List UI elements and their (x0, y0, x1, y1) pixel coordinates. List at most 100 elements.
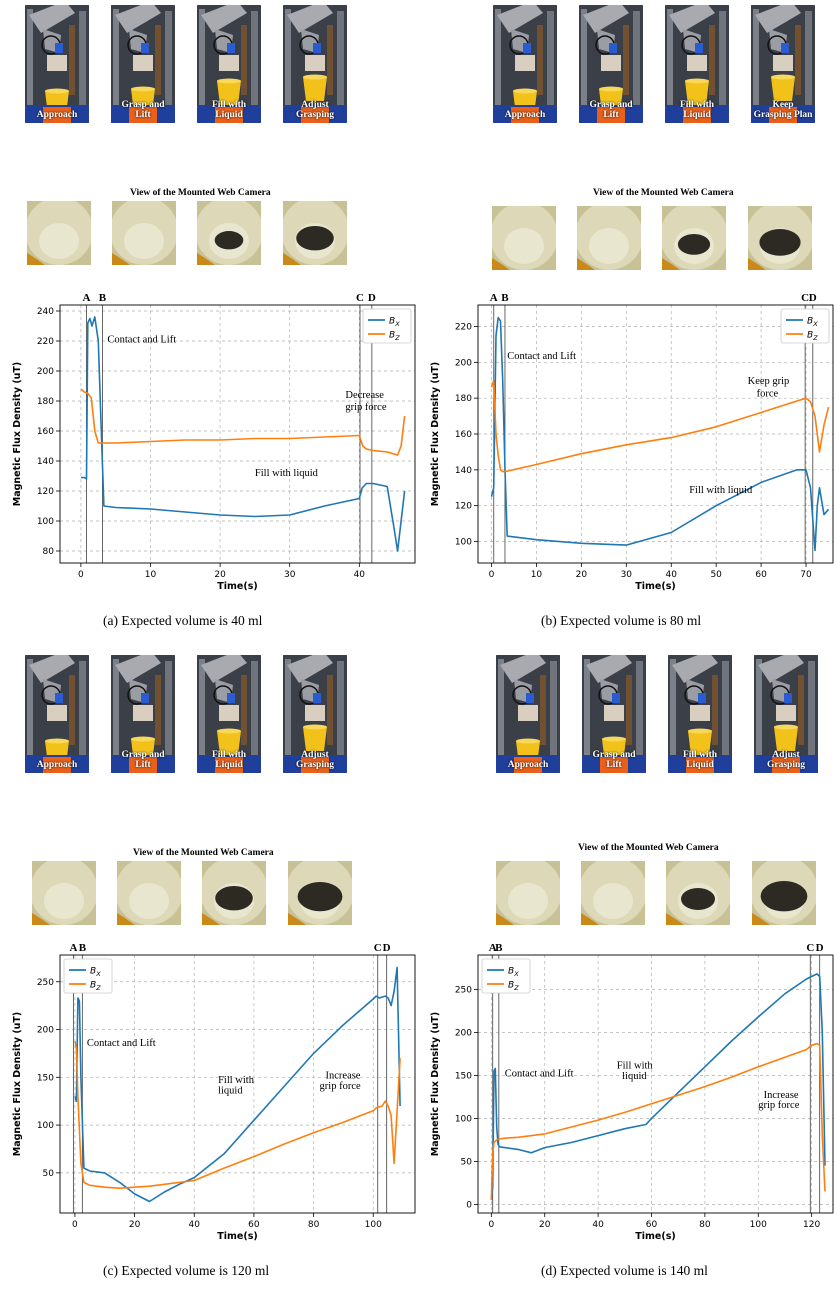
robot-photo: Adjust Grasping (283, 655, 347, 773)
x-tick-label: 100 (365, 1220, 382, 1230)
chart-a: 0 10 20 30 40 80 100 120 140 160 180 200 220 240 Time(… (0, 285, 418, 592)
robot-photos: Approach Grasp and Lift Fill with Liquid… (493, 5, 833, 130)
stage-label: Approach (36, 110, 78, 120)
axes-frame (59, 954, 416, 1214)
x-tick-label: 40 (354, 570, 366, 580)
y-axis-label: Magnetic Flux Density (uT) (430, 1012, 441, 1157)
camera-view (117, 861, 181, 925)
camera-view (752, 861, 816, 925)
event-label: A (489, 942, 497, 954)
robot-photos: Approach Grasp and Lift Fill with Liquid… (496, 655, 836, 780)
y-tick-label: 220 (455, 323, 472, 333)
legend-label: BX (90, 967, 101, 979)
stage-label: Keep Grasping Plan (753, 100, 813, 120)
camera-view (197, 201, 261, 265)
camera-view (662, 206, 726, 270)
event-label: C (356, 292, 364, 304)
stage-label: Fill with Liquid (682, 750, 718, 770)
camera-view (112, 201, 176, 265)
chart-c: 0 20 40 60 80 100 50 100 150 200 250 Time(s) Magneti… (0, 935, 418, 1242)
event-label: B (501, 292, 509, 304)
legend-box (481, 958, 531, 994)
chart-b: 0 10 20 30 40 50 60 70 100 120 140 160 180 200 220 Time… (418, 285, 836, 592)
chart-d: 0 20 40 60 80 100 120 0 50 100 150 200 250 Time(s) Mag… (418, 935, 836, 1242)
series-line (490, 379, 830, 473)
camera-view (492, 206, 556, 270)
annotation-text: Contact and Lift (507, 351, 576, 362)
x-tick-label: 80 (699, 1220, 711, 1230)
camera-view (581, 861, 645, 925)
event-label: A (82, 292, 90, 304)
stage-label: Approach (507, 760, 549, 770)
y-tick-label: 240 (37, 307, 54, 317)
legend-box (780, 308, 830, 344)
event-label: D (816, 942, 824, 954)
camera-view (288, 861, 352, 925)
camera-view (283, 201, 347, 265)
y-axis-label: Magnetic Flux Density (uT) (430, 362, 441, 507)
y-tick-label: 160 (37, 427, 54, 437)
x-axis-label: Time(s) (635, 581, 675, 592)
legend-label: BZ (389, 331, 400, 343)
y-tick-label: 150 (455, 1071, 472, 1081)
legend-label: BX (807, 317, 818, 329)
robot-photo: Grasp and Lift (111, 655, 175, 773)
stage-label: Fill with Liquid (211, 100, 247, 120)
stage-label: Fill with Liquid (679, 100, 715, 120)
y-tick-label: 180 (37, 397, 54, 407)
event-label: A (490, 292, 498, 304)
chart-svg: 0 20 40 60 80 100 120 0 50 100 150 200 250 Time(s) Mag… (430, 942, 834, 1242)
x-tick-label: 60 (248, 1220, 260, 1230)
caption-a: (a) Expected volume is 40 ml (103, 613, 263, 628)
camera-view (577, 206, 641, 270)
y-tick-label: 100 (455, 538, 472, 548)
caption-b: (b) Expected volume is 80 ml (541, 613, 702, 628)
annotation-text: Contact and Lift (505, 1068, 574, 1079)
robot-photo: Grasp and Lift (582, 655, 646, 773)
y-tick-label: 50 (461, 1157, 473, 1167)
event-label: D (809, 292, 817, 304)
y-axis-label: Magnetic Flux Density (uT) (12, 362, 23, 507)
x-tick-label: 20 (214, 570, 226, 580)
camera-view (32, 861, 96, 925)
annotation-text: force (757, 388, 779, 399)
stage-label: Grasp and Lift (592, 750, 636, 770)
legend-box (63, 958, 113, 994)
event-label: D (383, 942, 391, 954)
x-axis-label: Time(s) (217, 1231, 257, 1242)
y-tick-label: 100 (455, 1114, 472, 1124)
axes-frame (59, 304, 416, 564)
y-tick-label: 180 (455, 394, 472, 404)
robot-photo: Fill with Liquid (197, 655, 261, 773)
camera-view-title: View of the Mounted Web Camera (130, 188, 271, 198)
y-tick-label: 150 (37, 1073, 54, 1083)
x-axis-label: Time(s) (635, 1231, 675, 1242)
robot-photo: Fill with Liquid (665, 5, 729, 123)
series-line (490, 1042, 826, 1201)
x-tick-label: 40 (189, 1220, 201, 1230)
x-tick-label: 20 (129, 1220, 141, 1230)
x-tick-label: 0 (78, 570, 84, 580)
annotation-text: Fill with (617, 1061, 654, 1072)
x-tick-label: 20 (576, 570, 588, 580)
axes-frame (477, 954, 834, 1214)
series-line (80, 316, 406, 552)
event-label: D (368, 292, 376, 304)
series-line (74, 1040, 401, 1189)
legend-label: BZ (90, 981, 101, 993)
annotation-text: Decrease (345, 390, 384, 401)
camera-view-title: View of the Mounted Web Camera (593, 188, 734, 198)
x-tick-label: 0 (488, 1220, 494, 1230)
robot-photo: Grasp and Lift (111, 5, 175, 123)
camera-view (496, 861, 560, 925)
x-tick-label: 40 (592, 1220, 604, 1230)
robot-photo: Approach (496, 655, 560, 773)
event-label: C (801, 292, 809, 304)
series-line (490, 973, 826, 1201)
stage-label: Approach (36, 760, 78, 770)
annotation-text: grip force (758, 1100, 799, 1111)
robot-photo: Approach (25, 5, 89, 123)
robot-photo: Fill with Liquid (668, 655, 732, 773)
robot-photo: Fill with Liquid (197, 5, 261, 123)
caption-c: (c) Expected volume is 120 ml (103, 1263, 270, 1278)
